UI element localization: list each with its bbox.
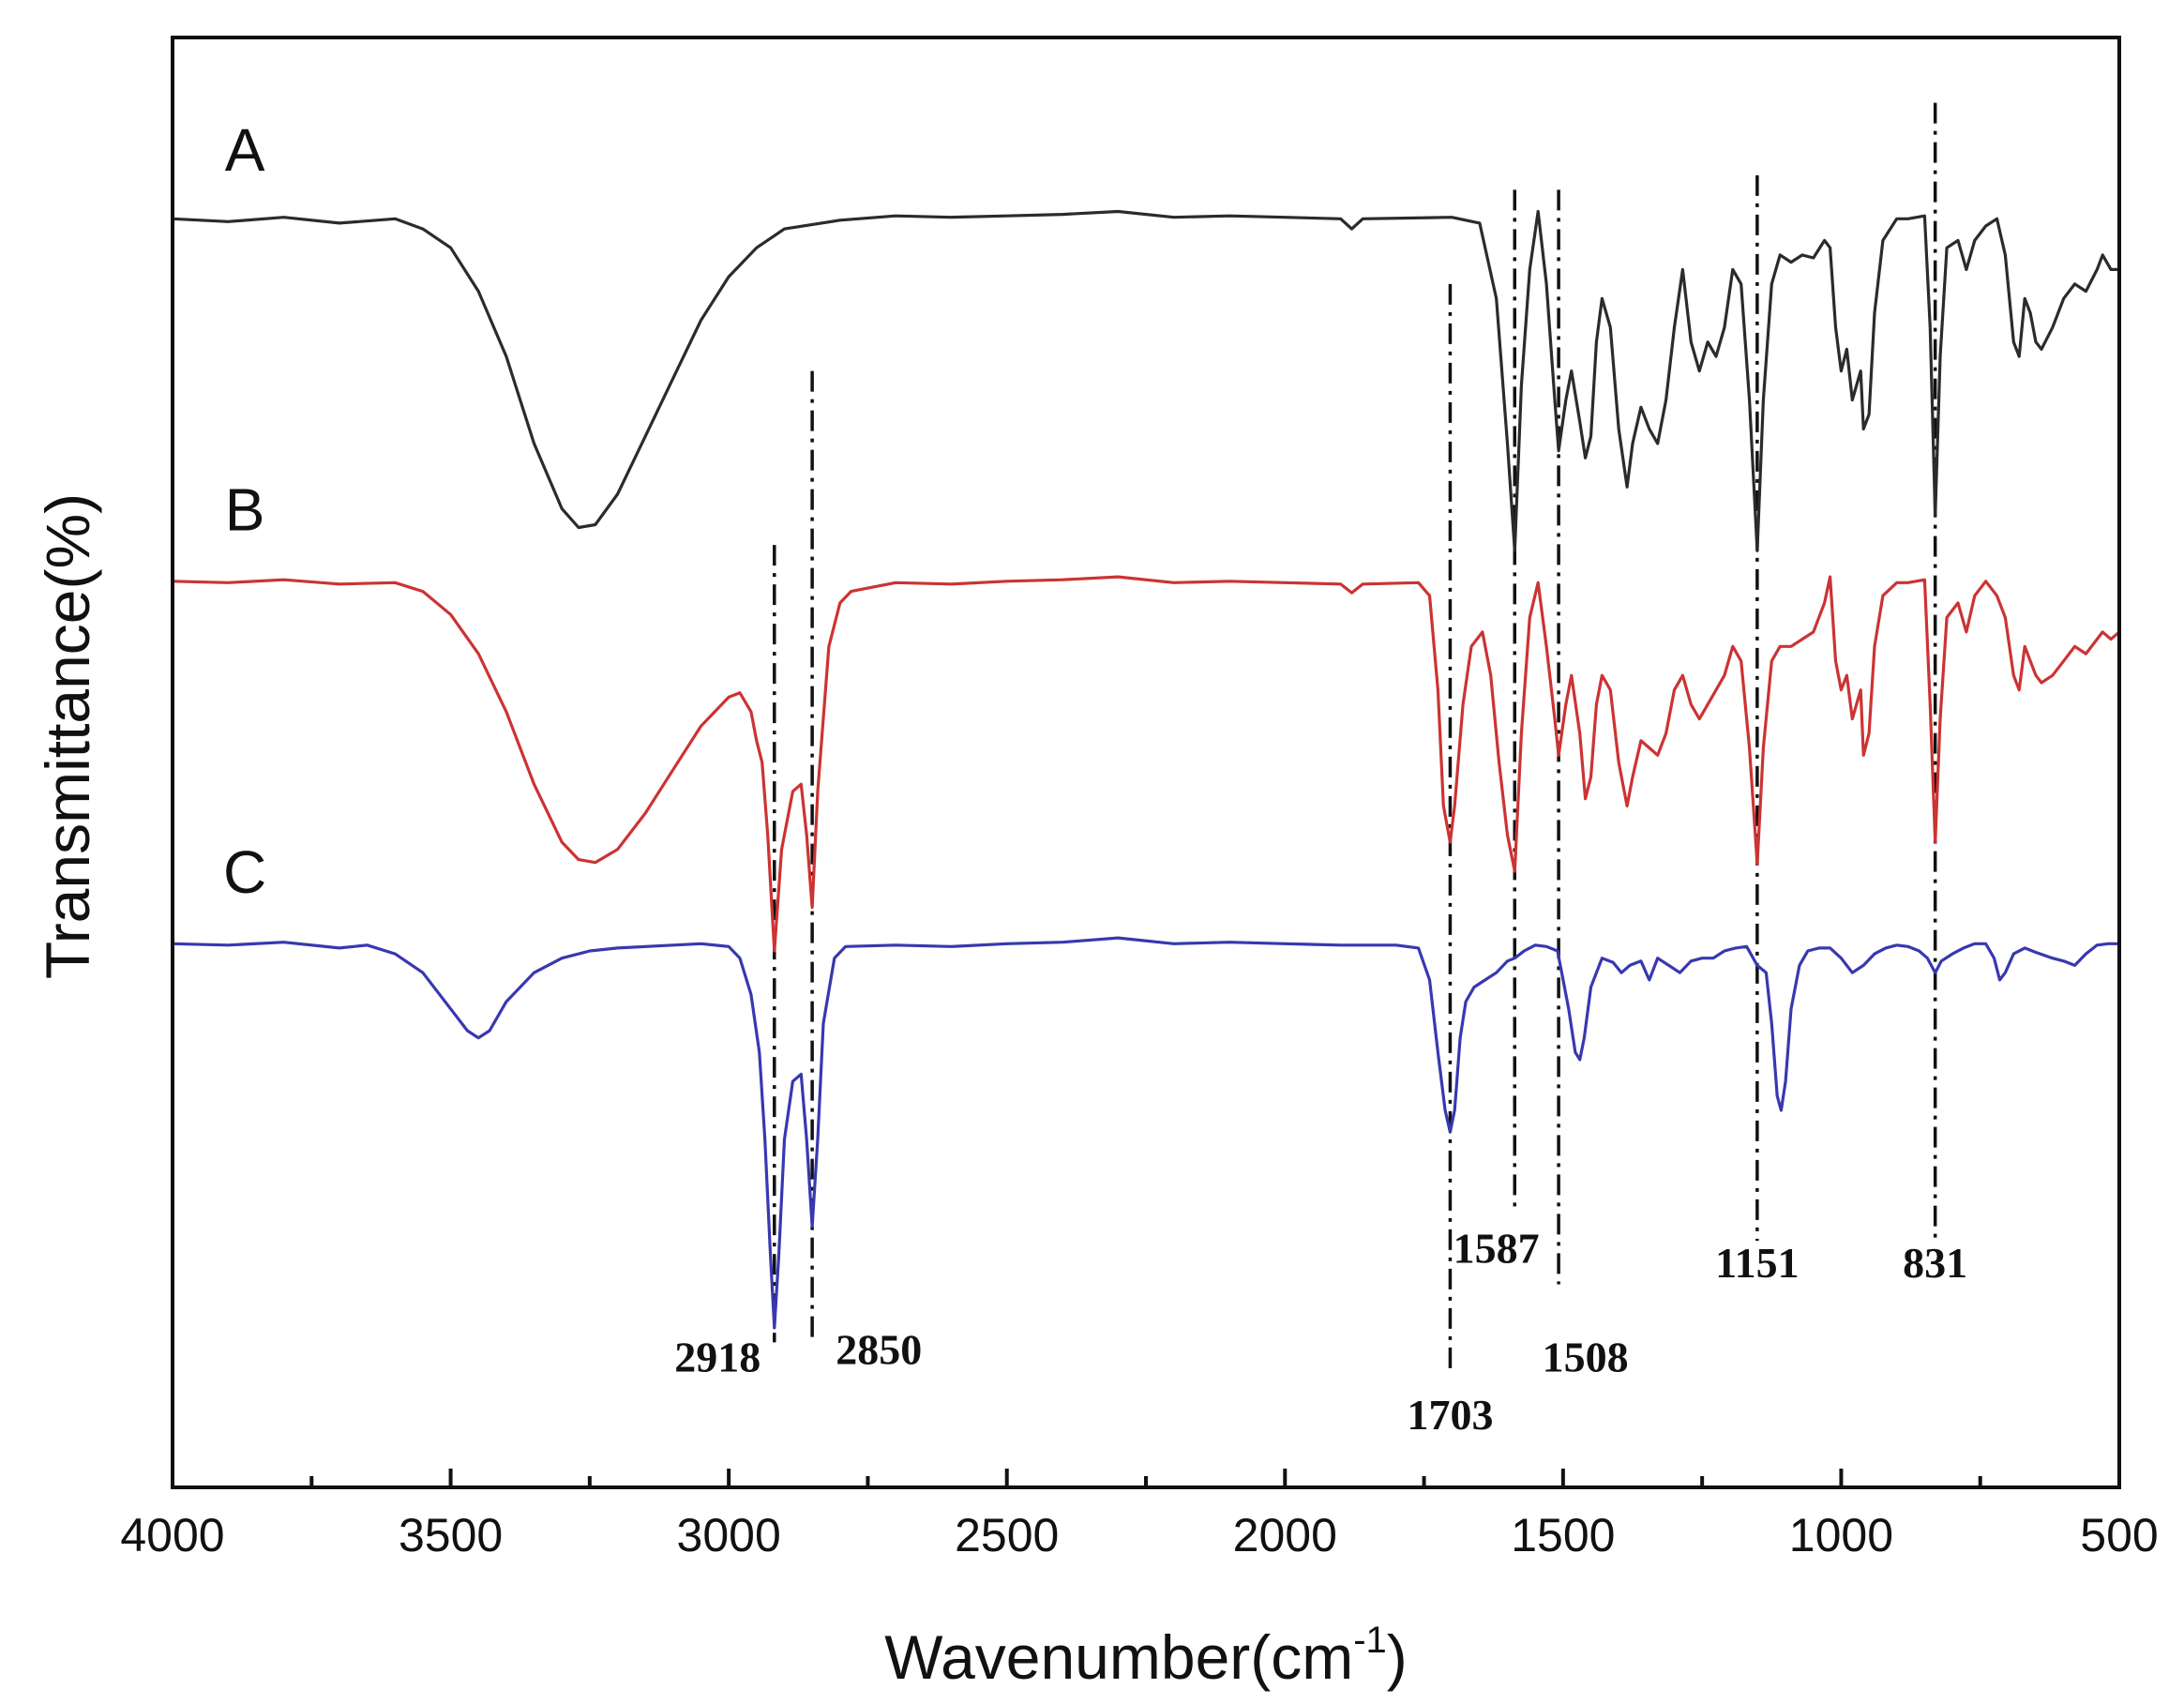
- x-tick-label-1000: 1000: [1789, 1509, 1893, 1561]
- spectrum-line-a: [172, 209, 2119, 552]
- x-tick-label-1500: 1500: [1511, 1509, 1615, 1561]
- peak-label-1508: 1508: [1543, 1333, 1629, 1380]
- plot-frame: [171, 36, 2121, 1489]
- peak-label-2850: 2850: [836, 1326, 922, 1374]
- x-tick-label-500: 500: [2080, 1509, 2158, 1561]
- peak-labels: 2918 2850 1703 1587 1508 1151 831: [674, 1224, 1967, 1439]
- spectrum-line-c: [172, 936, 2119, 1330]
- series-label-a: A: [225, 116, 265, 184]
- series-labels: A B C: [223, 116, 266, 906]
- x-tick-label-3000: 3000: [677, 1509, 781, 1561]
- peak-label-1151: 1151: [1715, 1239, 1799, 1287]
- x-tick-label-4000: 4000: [120, 1509, 224, 1561]
- x-axis-ticks: [171, 1469, 2121, 1487]
- peak-label-1703: 1703: [1407, 1391, 1493, 1439]
- x-axis-title: Wavenumber(cm-1): [884, 1620, 1408, 1692]
- y-axis-title: Transmittance(%): [33, 493, 102, 979]
- series-label-c: C: [223, 838, 266, 906]
- spectrum-line-b: [172, 575, 2121, 953]
- x-axis-tick-labels: 4000 3500 3000 2500 2000 1500 1000 500: [120, 1509, 2158, 1561]
- peak-label-831: 831: [1903, 1239, 1967, 1287]
- x-tick-label-2000: 2000: [1233, 1509, 1337, 1561]
- x-tick-label-3500: 3500: [399, 1509, 503, 1561]
- peak-markers: [773, 102, 1937, 1372]
- series-label-b: B: [225, 476, 265, 544]
- x-tick-label-2500: 2500: [955, 1509, 1059, 1561]
- spectra: [172, 209, 2121, 1330]
- peak-label-2918: 2918: [674, 1333, 761, 1380]
- peak-label-1587: 1587: [1453, 1224, 1540, 1272]
